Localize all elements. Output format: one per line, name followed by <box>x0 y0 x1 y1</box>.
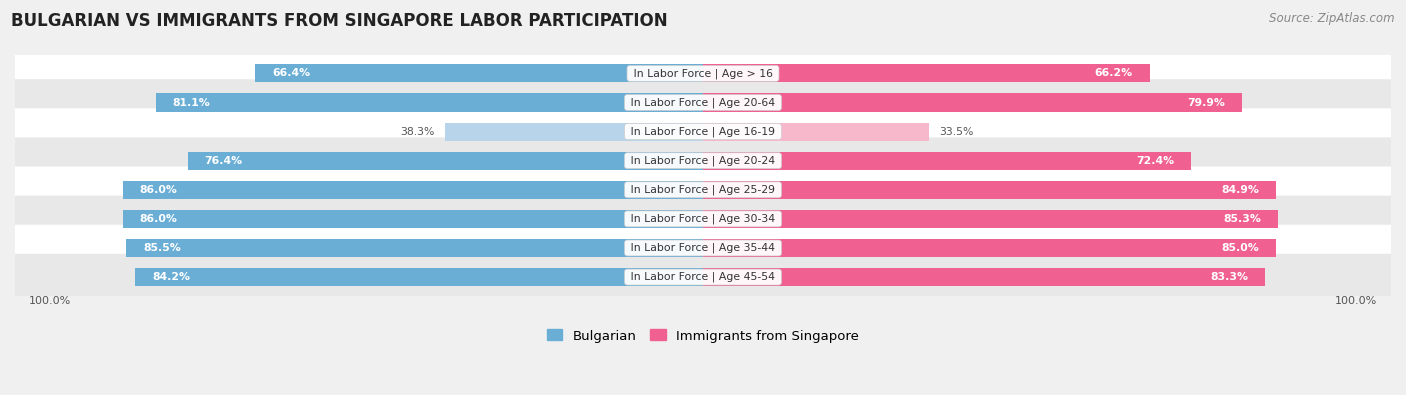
FancyBboxPatch shape <box>13 50 1393 97</box>
Text: 66.2%: 66.2% <box>1094 68 1133 79</box>
Text: 85.3%: 85.3% <box>1223 214 1261 224</box>
FancyBboxPatch shape <box>13 167 1393 213</box>
Text: 83.3%: 83.3% <box>1211 272 1249 282</box>
FancyBboxPatch shape <box>13 79 1393 126</box>
Bar <box>703 94 1241 111</box>
Text: 33.5%: 33.5% <box>939 127 973 137</box>
Bar <box>703 239 1277 257</box>
FancyBboxPatch shape <box>13 225 1393 271</box>
Text: In Labor Force | Age 16-19: In Labor Force | Age 16-19 <box>627 126 779 137</box>
Bar <box>703 268 1265 286</box>
Text: In Labor Force | Age > 16: In Labor Force | Age > 16 <box>630 68 776 79</box>
Text: Source: ZipAtlas.com: Source: ZipAtlas.com <box>1270 12 1395 25</box>
Bar <box>703 152 1191 170</box>
Bar <box>703 64 1150 83</box>
Text: 84.9%: 84.9% <box>1220 185 1258 195</box>
FancyBboxPatch shape <box>13 137 1393 184</box>
Text: 79.9%: 79.9% <box>1187 98 1225 107</box>
FancyBboxPatch shape <box>13 108 1393 155</box>
FancyBboxPatch shape <box>13 254 1393 300</box>
Text: 38.3%: 38.3% <box>401 127 434 137</box>
Bar <box>122 210 703 228</box>
Text: 100.0%: 100.0% <box>1336 296 1378 306</box>
FancyBboxPatch shape <box>13 196 1393 242</box>
Text: 66.4%: 66.4% <box>271 68 311 79</box>
Text: In Labor Force | Age 20-64: In Labor Force | Age 20-64 <box>627 97 779 108</box>
Bar <box>187 152 703 170</box>
Text: 84.2%: 84.2% <box>152 272 190 282</box>
Text: 72.4%: 72.4% <box>1136 156 1174 166</box>
Text: 86.0%: 86.0% <box>139 214 177 224</box>
Bar <box>703 210 1278 228</box>
Text: 85.0%: 85.0% <box>1222 243 1260 253</box>
Text: BULGARIAN VS IMMIGRANTS FROM SINGAPORE LABOR PARTICIPATION: BULGARIAN VS IMMIGRANTS FROM SINGAPORE L… <box>11 12 668 30</box>
Text: In Labor Force | Age 20-24: In Labor Force | Age 20-24 <box>627 156 779 166</box>
Bar <box>703 181 1275 199</box>
Bar <box>444 122 703 141</box>
Text: In Labor Force | Age 25-29: In Labor Force | Age 25-29 <box>627 184 779 195</box>
Text: In Labor Force | Age 45-54: In Labor Force | Age 45-54 <box>627 272 779 282</box>
Text: 86.0%: 86.0% <box>139 185 177 195</box>
Text: In Labor Force | Age 30-34: In Labor Force | Age 30-34 <box>627 214 779 224</box>
Bar <box>122 181 703 199</box>
Bar <box>254 64 703 83</box>
Legend: Bulgarian, Immigrants from Singapore: Bulgarian, Immigrants from Singapore <box>547 329 859 342</box>
Text: 100.0%: 100.0% <box>28 296 70 306</box>
Bar <box>127 239 703 257</box>
Text: In Labor Force | Age 35-44: In Labor Force | Age 35-44 <box>627 243 779 253</box>
Text: 76.4%: 76.4% <box>204 156 243 166</box>
Text: 81.1%: 81.1% <box>173 98 211 107</box>
Bar <box>703 122 929 141</box>
Bar <box>135 268 703 286</box>
Bar <box>156 94 703 111</box>
Text: 85.5%: 85.5% <box>143 243 181 253</box>
